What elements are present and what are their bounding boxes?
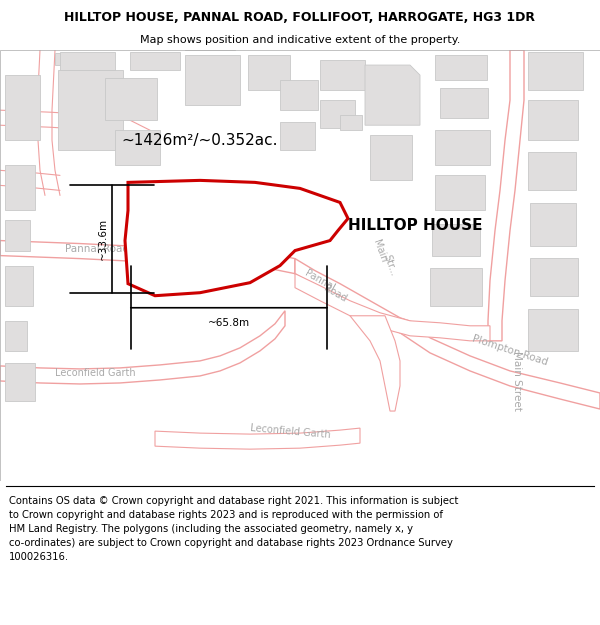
Polygon shape xyxy=(365,65,420,125)
Polygon shape xyxy=(340,115,362,130)
Polygon shape xyxy=(440,88,488,118)
Polygon shape xyxy=(435,176,485,211)
Polygon shape xyxy=(0,241,295,274)
Polygon shape xyxy=(400,322,600,409)
Text: Main Street: Main Street xyxy=(512,351,522,411)
Text: HILLTOP HOUSE: HILLTOP HOUSE xyxy=(348,218,482,233)
Polygon shape xyxy=(435,130,490,166)
Polygon shape xyxy=(115,130,160,166)
Polygon shape xyxy=(130,52,180,70)
Polygon shape xyxy=(0,311,285,384)
Text: Main: Main xyxy=(371,238,389,263)
Text: Road: Road xyxy=(322,283,348,304)
Text: HILLTOP HOUSE, PANNAL ROAD, FOLLIFOOT, HARROGATE, HG3 1DR: HILLTOP HOUSE, PANNAL ROAD, FOLLIFOOT, H… xyxy=(65,11,536,24)
Polygon shape xyxy=(58,70,123,150)
Polygon shape xyxy=(320,100,355,128)
Text: Map shows position and indicative extent of the property.: Map shows position and indicative extent… xyxy=(140,35,460,45)
Text: Leconfield Garth: Leconfield Garth xyxy=(55,368,136,378)
Polygon shape xyxy=(295,274,490,341)
Polygon shape xyxy=(528,100,578,140)
Text: ~1426m²/~0.352ac.: ~1426m²/~0.352ac. xyxy=(122,132,278,148)
Polygon shape xyxy=(5,363,35,401)
Polygon shape xyxy=(488,50,524,341)
Polygon shape xyxy=(5,166,35,211)
Polygon shape xyxy=(295,259,415,338)
Polygon shape xyxy=(185,55,240,105)
Polygon shape xyxy=(60,52,115,70)
Polygon shape xyxy=(280,122,315,150)
Polygon shape xyxy=(530,258,578,296)
Polygon shape xyxy=(528,309,578,351)
Polygon shape xyxy=(105,78,157,120)
Polygon shape xyxy=(55,53,95,65)
Text: Pannal Road: Pannal Road xyxy=(65,244,129,254)
Text: ~65.8m: ~65.8m xyxy=(208,318,250,328)
Polygon shape xyxy=(125,181,348,296)
Polygon shape xyxy=(432,224,480,256)
Polygon shape xyxy=(5,75,40,140)
Polygon shape xyxy=(435,55,487,80)
Polygon shape xyxy=(430,268,482,306)
Text: Pannal: Pannal xyxy=(303,268,337,293)
Polygon shape xyxy=(185,40,235,50)
Polygon shape xyxy=(320,60,365,90)
Polygon shape xyxy=(5,321,27,351)
Polygon shape xyxy=(528,52,583,90)
Polygon shape xyxy=(248,55,290,90)
Polygon shape xyxy=(155,428,360,449)
Text: Plompton Road: Plompton Road xyxy=(471,334,549,367)
Text: Leconfield Garth: Leconfield Garth xyxy=(250,422,331,439)
Text: Contains OS data © Crown copyright and database right 2021. This information is : Contains OS data © Crown copyright and d… xyxy=(9,496,458,562)
Polygon shape xyxy=(370,135,412,181)
Polygon shape xyxy=(528,152,576,191)
Polygon shape xyxy=(5,266,33,306)
Polygon shape xyxy=(5,221,30,251)
Polygon shape xyxy=(530,204,576,246)
Polygon shape xyxy=(280,80,318,110)
Text: Str...: Str... xyxy=(382,254,398,278)
Text: ~33.6m: ~33.6m xyxy=(98,218,108,260)
Polygon shape xyxy=(350,316,400,411)
